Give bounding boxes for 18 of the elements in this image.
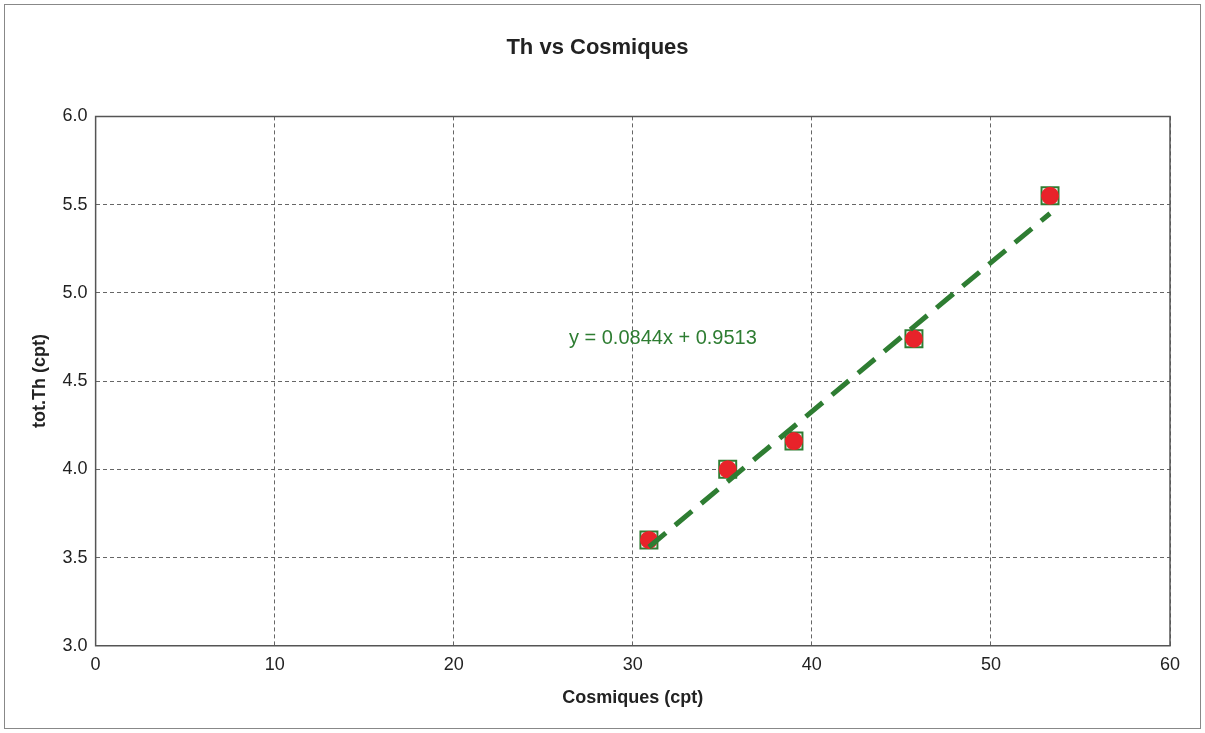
chart-title: Th vs Cosmiques <box>506 34 689 60</box>
x-tick-label: 40 <box>801 653 822 674</box>
y-axis-title: tot.Th (cpt) <box>28 334 49 429</box>
x-tick-label: 50 <box>980 653 1001 674</box>
x-tick-label: 20 <box>443 653 464 674</box>
y-tick-label: 3.0 <box>62 634 88 655</box>
y-tick-label: 4.0 <box>62 458 88 479</box>
x-tick-label: 60 <box>1159 653 1181 674</box>
x-tick-label: 30 <box>622 653 643 674</box>
x-axis-title: Cosmiques (cpt) <box>562 687 704 708</box>
x-tick-label: 0 <box>90 653 101 674</box>
y-tick-label: 3.5 <box>62 546 88 567</box>
y-tick-label: 5.5 <box>62 193 88 214</box>
y-tick-label: 6.0 <box>62 105 88 126</box>
y-tick-label: 4.5 <box>62 370 88 391</box>
y-tick-label: 5.0 <box>62 281 88 302</box>
annotation: y = 0.0844x + 0.9513 <box>568 326 757 349</box>
x-tick-label: 10 <box>264 653 285 674</box>
